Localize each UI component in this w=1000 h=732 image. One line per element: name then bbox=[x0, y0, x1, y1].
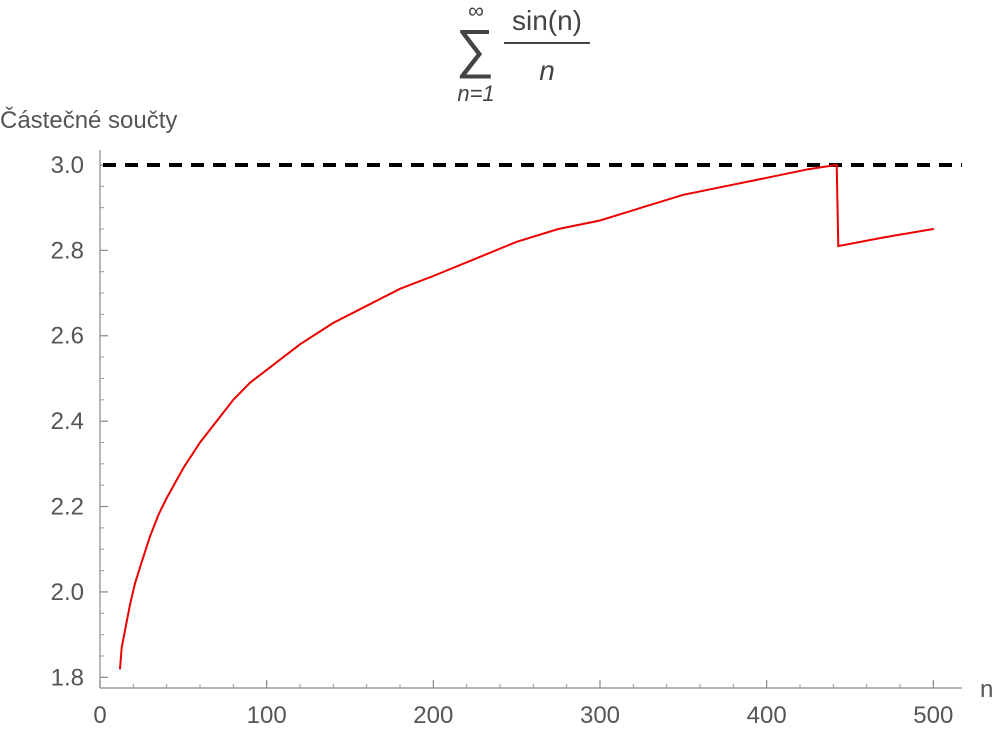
data-point bbox=[165, 497, 168, 499]
data-point bbox=[837, 245, 840, 248]
data-point bbox=[724, 185, 726, 188]
data-point bbox=[432, 275, 435, 277]
data-point bbox=[119, 667, 121, 670]
data-point bbox=[682, 193, 685, 196]
x-tick-label: 0 bbox=[93, 702, 106, 729]
data-point bbox=[765, 176, 768, 179]
data-point bbox=[515, 240, 518, 243]
data-point bbox=[882, 236, 885, 239]
y-tick-label: 1.8 bbox=[51, 664, 84, 691]
y-ticks: 1.8 2.0 2.2 2.4 2.6 2.8 3.0 bbox=[51, 152, 108, 691]
data-point bbox=[599, 219, 601, 222]
data-point bbox=[182, 467, 185, 469]
data-point bbox=[332, 322, 335, 324]
y-tick-label: 3.0 bbox=[51, 152, 84, 179]
y-tick-label: 2.0 bbox=[51, 579, 84, 606]
y-tick-label: 2.4 bbox=[51, 408, 84, 435]
title-sum-lower: n=1 bbox=[457, 81, 494, 106]
y-axis-label: Částečné součty bbox=[0, 106, 177, 134]
data-point bbox=[399, 287, 401, 290]
y-tick-label: 2.8 bbox=[51, 237, 84, 264]
data-point bbox=[215, 420, 218, 422]
data-point bbox=[124, 629, 126, 632]
series-line bbox=[119, 163, 934, 669]
x-axis-label: n bbox=[980, 676, 993, 703]
data-point bbox=[129, 603, 131, 606]
x-tick-label: 200 bbox=[413, 702, 453, 729]
title-numerator: sin(n) bbox=[512, 5, 582, 36]
chart-title: ∞ ∑ n=1 sin(n) n bbox=[456, 0, 590, 106]
data-point bbox=[932, 228, 935, 230]
data-point bbox=[149, 535, 151, 538]
x-tick-label: 500 bbox=[913, 702, 953, 729]
data-point bbox=[249, 381, 251, 384]
x-tick-label: 300 bbox=[580, 702, 620, 729]
data-point bbox=[120, 646, 123, 649]
data-point bbox=[265, 369, 268, 371]
data-point bbox=[140, 561, 143, 563]
minor-ticks bbox=[100, 185, 901, 688]
data-point bbox=[365, 304, 368, 307]
title-sum-symbol: ∑ bbox=[456, 19, 495, 79]
data-point bbox=[157, 514, 160, 516]
x-tick-label: 400 bbox=[747, 702, 787, 729]
x-tick-label: 100 bbox=[247, 702, 287, 729]
title-sum-upper: ∞ bbox=[468, 0, 484, 23]
data-point bbox=[232, 398, 235, 401]
y-tick-label: 2.2 bbox=[51, 494, 84, 521]
title-denominator: n bbox=[539, 55, 555, 86]
x-ticks: 0 100 200 300 400 500 bbox=[93, 680, 953, 729]
data-point bbox=[134, 582, 136, 585]
data-point bbox=[199, 441, 201, 444]
data-point bbox=[299, 343, 301, 346]
data-point bbox=[557, 228, 560, 230]
data-point bbox=[474, 258, 476, 260]
y-tick-label: 2.6 bbox=[51, 323, 84, 350]
series-points bbox=[119, 164, 935, 670]
data-point bbox=[807, 168, 810, 171]
data-point bbox=[835, 164, 838, 166]
data-point bbox=[640, 206, 643, 209]
